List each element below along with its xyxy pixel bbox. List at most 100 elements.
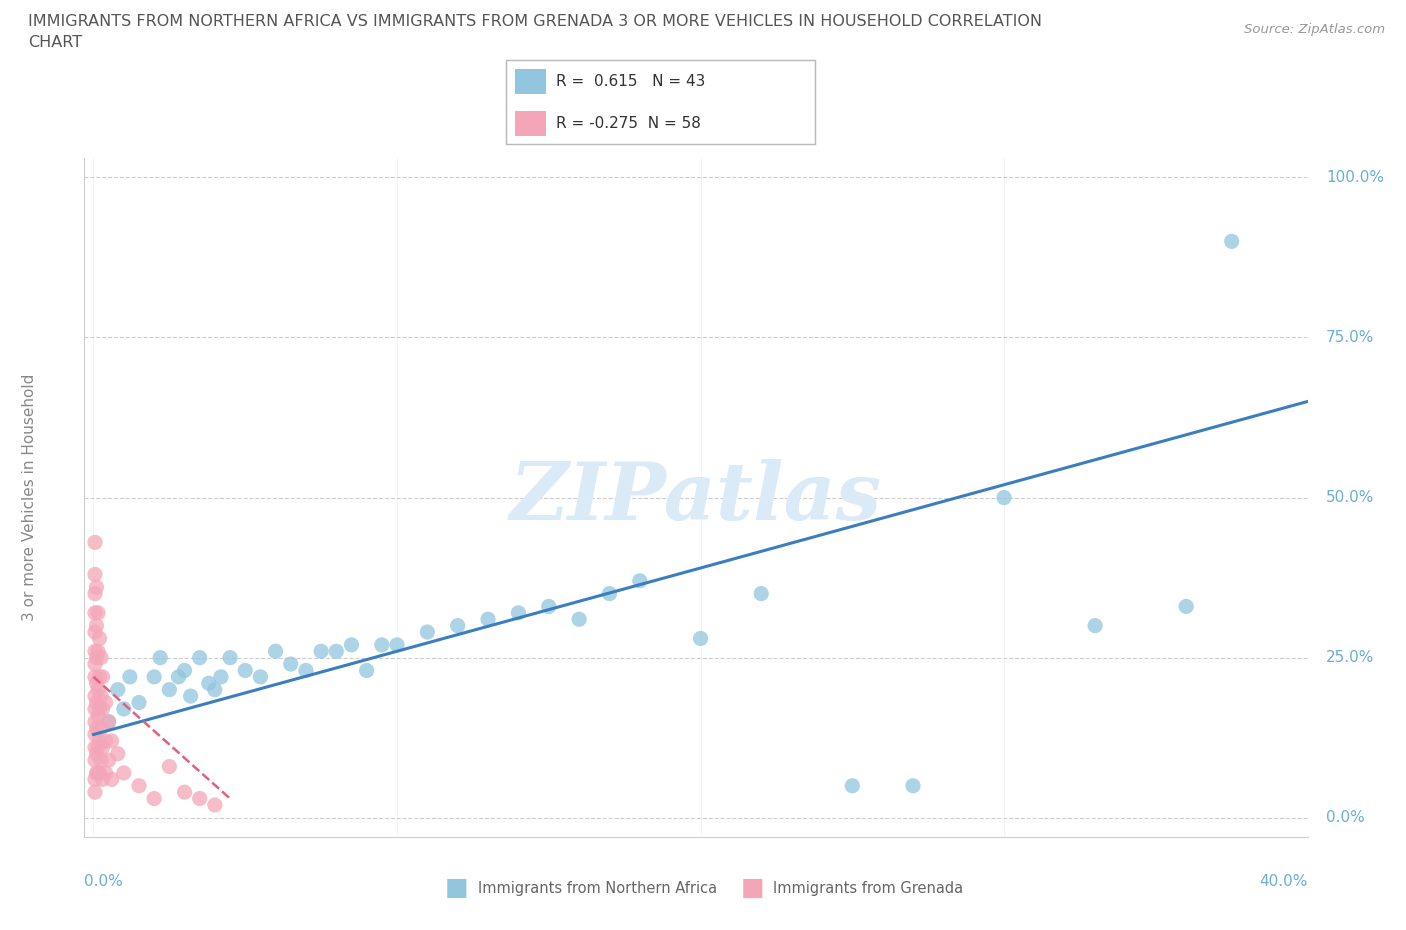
Point bbox=[91, 740, 114, 755]
Point bbox=[385, 637, 408, 652]
Point bbox=[90, 752, 112, 767]
Point bbox=[568, 612, 591, 627]
Text: IMMIGRANTS FROM NORTHERN AFRICA VS IMMIGRANTS FROM GRENADA 3 OR MORE VEHICLES IN: IMMIGRANTS FROM NORTHERN AFRICA VS IMMIG… bbox=[28, 14, 1042, 29]
Point bbox=[1084, 618, 1107, 633]
Point bbox=[100, 734, 122, 749]
Text: CHART: CHART bbox=[28, 35, 82, 50]
Point bbox=[84, 740, 107, 755]
Point bbox=[84, 644, 107, 658]
Point bbox=[84, 727, 107, 742]
Point bbox=[86, 721, 108, 736]
Point bbox=[841, 778, 863, 793]
Point bbox=[91, 670, 114, 684]
Point bbox=[89, 670, 111, 684]
Point bbox=[91, 772, 114, 787]
Text: Immigrants from Grenada: Immigrants from Grenada bbox=[773, 881, 963, 896]
Text: 40.0%: 40.0% bbox=[1260, 874, 1308, 889]
Bar bbox=[516, 69, 547, 94]
Bar bbox=[516, 111, 547, 136]
Point bbox=[86, 695, 108, 710]
Point bbox=[188, 650, 211, 665]
Point bbox=[157, 683, 180, 698]
Point bbox=[97, 714, 120, 729]
Point bbox=[537, 599, 560, 614]
Point bbox=[149, 650, 172, 665]
Point bbox=[340, 637, 363, 652]
Point bbox=[86, 765, 108, 780]
Point bbox=[89, 734, 111, 749]
Point bbox=[356, 663, 378, 678]
Point bbox=[209, 670, 232, 684]
Point bbox=[91, 701, 114, 716]
Point bbox=[94, 734, 117, 749]
Point bbox=[97, 714, 120, 729]
Point bbox=[901, 778, 924, 793]
Point bbox=[84, 670, 107, 684]
Text: 3 or more Vehicles in Household: 3 or more Vehicles in Household bbox=[22, 374, 37, 621]
Point bbox=[477, 612, 499, 627]
Point bbox=[1175, 599, 1198, 614]
Point bbox=[94, 695, 117, 710]
Point bbox=[167, 670, 190, 684]
Point bbox=[993, 490, 1015, 505]
Point bbox=[87, 605, 110, 620]
Point bbox=[128, 695, 150, 710]
Point bbox=[84, 605, 107, 620]
Point bbox=[128, 778, 150, 793]
Point bbox=[84, 657, 107, 671]
Point bbox=[84, 535, 107, 550]
Point bbox=[90, 650, 112, 665]
Point bbox=[89, 765, 111, 780]
Point bbox=[84, 714, 107, 729]
Point bbox=[173, 663, 195, 678]
Text: R =  0.615   N = 43: R = 0.615 N = 43 bbox=[555, 73, 704, 89]
Point bbox=[173, 785, 195, 800]
Text: Source: ZipAtlas.com: Source: ZipAtlas.com bbox=[1244, 23, 1385, 36]
Point bbox=[84, 785, 107, 800]
Point bbox=[112, 765, 135, 780]
Text: R = -0.275  N = 58: R = -0.275 N = 58 bbox=[555, 115, 700, 131]
Point bbox=[84, 586, 107, 601]
Point bbox=[84, 567, 107, 582]
Point bbox=[84, 625, 107, 640]
Point bbox=[86, 579, 108, 594]
Point bbox=[416, 625, 439, 640]
Text: 100.0%: 100.0% bbox=[1326, 170, 1384, 185]
Text: Immigrants from Northern Africa: Immigrants from Northern Africa bbox=[478, 881, 717, 896]
Point bbox=[100, 772, 122, 787]
Point bbox=[689, 631, 711, 646]
Point bbox=[749, 586, 772, 601]
Point bbox=[112, 701, 135, 716]
Point bbox=[84, 688, 107, 703]
Point bbox=[87, 708, 110, 723]
Point bbox=[157, 759, 180, 774]
Text: 0.0%: 0.0% bbox=[84, 874, 124, 889]
Text: ■: ■ bbox=[446, 876, 468, 900]
Point bbox=[86, 746, 108, 761]
Point bbox=[447, 618, 470, 633]
Point bbox=[219, 650, 242, 665]
Point bbox=[94, 765, 117, 780]
Point bbox=[598, 586, 620, 601]
Point bbox=[508, 605, 530, 620]
Point bbox=[264, 644, 287, 658]
Point bbox=[107, 683, 129, 698]
Point bbox=[86, 676, 108, 691]
Point bbox=[204, 683, 226, 698]
Point bbox=[143, 670, 166, 684]
Point bbox=[89, 631, 111, 646]
Point bbox=[371, 637, 394, 652]
Point bbox=[84, 772, 107, 787]
Point bbox=[143, 791, 166, 806]
Point bbox=[628, 574, 651, 589]
Point bbox=[180, 688, 202, 703]
Point bbox=[188, 791, 211, 806]
Text: 75.0%: 75.0% bbox=[1326, 330, 1374, 345]
Point bbox=[280, 657, 302, 671]
Point bbox=[118, 670, 141, 684]
Point bbox=[107, 746, 129, 761]
Point bbox=[84, 701, 107, 716]
Point bbox=[198, 676, 221, 691]
Point bbox=[87, 740, 110, 755]
Point bbox=[97, 752, 120, 767]
